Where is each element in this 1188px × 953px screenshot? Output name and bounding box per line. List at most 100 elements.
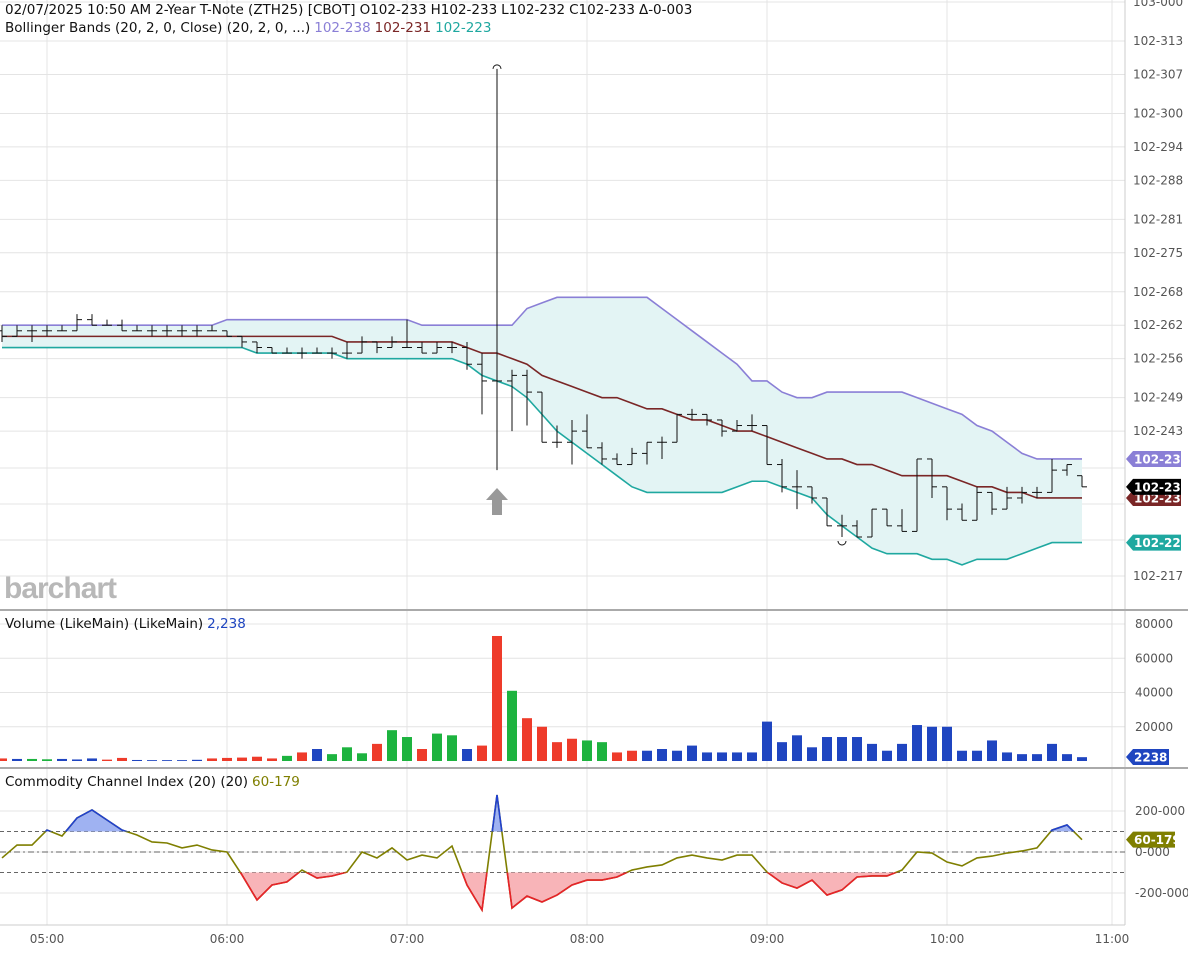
volume-bar [747,752,757,761]
volume-bar [462,749,472,761]
ohlc-bar [657,436,667,459]
volume-bar [447,735,457,761]
cci-oversold-line [239,872,898,913]
bb-lower-tag: 102-223 [1126,534,1188,551]
volume-bar [117,757,127,761]
header-open: O102-233 [359,2,427,18]
bb-label: Bollinger Bands (20, 2, 0, Close) (20, 2… [5,20,311,36]
volume-header: Volume (LikeMain) (LikeMain) 2,238 [5,616,250,632]
volume-bar [597,742,607,761]
volume-bar [657,749,667,761]
volume-bar [312,749,322,761]
ohlc-bar [1077,475,1087,488]
ohlc-bar [372,341,382,354]
ohlc-bar [432,341,442,354]
volume-bar [552,742,562,761]
volume-bar [987,740,997,761]
volume-bar [762,721,772,761]
volume-tick-label: 80000 [1135,617,1173,631]
volume-value: 2,238 [207,616,246,632]
ohlc-bar [417,341,427,354]
price-tick-label: 102-249 [1133,391,1183,405]
ohlc-bar [597,442,607,465]
bb-middle-value: 102-231 [374,20,432,36]
volume-bar [477,745,487,761]
volume-bar [147,760,157,761]
volume-bar [717,752,727,761]
tag-shape [1126,450,1181,467]
volume-bar [867,743,877,761]
volume-last-tag: 2238 [1126,749,1169,765]
time-tick-label: 07:00 [390,932,425,946]
ohlc-bar [672,413,682,443]
ohlc-bar [222,330,232,337]
ohlc-bar [507,369,517,432]
volume-bar [342,747,352,761]
volume-bar [162,760,172,761]
price-tick-label: 102-300 [1133,106,1183,120]
ohlc-bar [237,335,247,348]
volume-tick-label: 20000 [1135,720,1173,734]
ohlc-bar [12,325,22,337]
volume-bar [837,737,847,761]
volume-bar [132,759,142,761]
tag-shape [1126,534,1181,551]
header-instrument: 2-Year T-Note (ZTH25) [CBOT] [155,2,356,18]
volume-bar [972,750,982,761]
ohlc-bar [402,319,412,349]
volume-bar [687,745,697,761]
price-tick-label: 102-243 [1133,424,1183,438]
cci-header: Commodity Channel Index (20) (20) 60-179 [5,774,304,790]
volume-bar [702,752,712,761]
price-tick-label: 102-294 [1133,140,1183,154]
ohlc-bar [687,408,697,420]
volume-bar [87,758,97,761]
bb-upper-value: 102-238 [314,20,371,36]
volume-bar [1002,752,1012,761]
tag-shape [1126,831,1175,848]
ohlc-bar [132,325,142,332]
volume-bar [582,740,592,761]
volume-bar [672,750,682,761]
tag-shape [1126,478,1181,495]
ohlc-bar [762,425,772,466]
ohlc-bar [267,347,277,354]
price-tick-label: 102-268 [1133,285,1183,299]
ohlc-bar [702,413,712,426]
ohlc-bar [1002,486,1012,510]
ohlc-bar [822,497,832,527]
cci-last-tag: 60-179 [1126,831,1181,848]
cci-tick-label: -200-000 [1135,886,1188,900]
cci-tick-label: 200-000 [1135,804,1185,818]
ohlc-bar [972,486,982,521]
price-tick-label: 102-217 [1133,569,1183,583]
price-tick-label: 103-000 [1133,0,1183,9]
cci-tick-label: 0-000 [1135,845,1170,859]
ohlc-bar [792,470,802,510]
ohlc-bar [1047,458,1057,493]
volume-bar [567,738,577,761]
header-change: Δ-0-003 [638,2,693,18]
volume-bar [252,756,262,761]
ohlc-bar [192,325,202,337]
ohlc-bar [942,486,952,521]
volume-bar [627,750,637,761]
tag-text: 102-233 [1134,480,1188,494]
price-tick-label: 102-281 [1133,212,1183,226]
header-close: C102-233 [569,2,635,18]
ohlc-bar [147,325,157,337]
ohlc-bar [837,514,847,537]
volume-bar [522,718,532,761]
volume-bar [1032,754,1042,761]
volume-tick-label: 40000 [1135,686,1173,700]
price-tick-label: 102-262 [1133,318,1183,332]
ohlc-bar [897,509,907,532]
volume-bar [12,758,22,761]
bb-lower-value: 102-223 [435,20,492,36]
ohlc-bar [207,325,217,332]
price-header: 02/07/2025 10:50 AM 2-Year T-Note (ZTH25)… [5,2,696,18]
volume-bar [792,735,802,761]
time-tick-label: 06:00 [210,932,245,946]
volume-bar [267,758,277,761]
